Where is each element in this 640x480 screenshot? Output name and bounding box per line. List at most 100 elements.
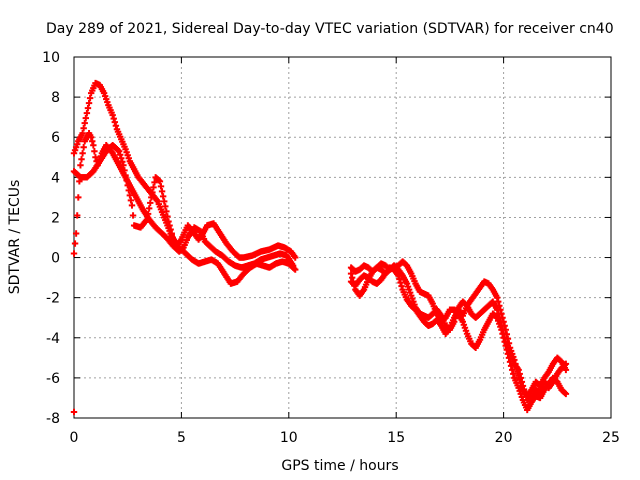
data-point (74, 212, 81, 219)
data-point (79, 130, 86, 137)
data-point (84, 104, 92, 112)
data-point (77, 162, 84, 169)
data-point (505, 354, 513, 362)
data-point (122, 172, 129, 179)
chart-title: Day 289 of 2021, Sidereal Day-to-day VTE… (46, 21, 614, 37)
data-layer (70, 79, 570, 416)
data-point (493, 294, 501, 301)
data-point (518, 383, 526, 390)
data-point (501, 338, 508, 345)
y-tick-label: 6 (51, 130, 60, 146)
data-point (87, 134, 95, 141)
ticks-layer: 0 5 10 15 20 25 -8 -6 -4 -2 0 2 4 6 8 10 (42, 50, 620, 446)
data-point (83, 109, 91, 117)
data-point (517, 379, 524, 387)
data-point (562, 366, 570, 374)
series-track-5 (347, 258, 570, 414)
data-point (511, 356, 518, 364)
data-point (112, 122, 120, 129)
data-point (123, 177, 130, 184)
y-tick-label: 10 (42, 50, 60, 66)
x-tick-label: 10 (280, 430, 298, 446)
data-point (121, 167, 128, 174)
data-point (75, 194, 82, 201)
data-point (71, 240, 79, 247)
data-point (151, 179, 158, 186)
plot-frame (73, 56, 612, 419)
data-point (496, 302, 503, 309)
data-point (81, 119, 88, 127)
data-point (500, 334, 507, 341)
data-point (128, 202, 136, 209)
series-track-2 (70, 142, 299, 261)
data-point (111, 118, 119, 126)
series-isolated-point (70, 408, 78, 416)
data-point (82, 114, 90, 122)
data-point (510, 370, 517, 378)
data-point (561, 389, 569, 397)
data-point (85, 99, 93, 107)
data-point (145, 205, 153, 212)
data-point (164, 213, 171, 220)
data-point (86, 94, 94, 102)
x-tick-label: 5 (177, 430, 186, 446)
data-point (120, 162, 127, 169)
series-track-3 (70, 79, 299, 287)
data-point (91, 148, 98, 155)
data-point (157, 183, 165, 190)
y-tick-label: -8 (46, 411, 60, 427)
y-tick-label: 2 (51, 210, 60, 226)
data-point (347, 270, 355, 277)
data-point (70, 250, 78, 257)
x-tick-label: 20 (495, 430, 513, 446)
data-point (502, 342, 509, 349)
data-point (156, 178, 164, 185)
data-point (115, 148, 123, 155)
data-point (504, 335, 512, 342)
data-point (505, 340, 513, 347)
data-point (161, 198, 168, 205)
y-tick-label: 8 (51, 90, 60, 106)
data-point (143, 216, 151, 223)
data-point (90, 142, 97, 149)
data-point (78, 156, 85, 163)
x-tick-label: 25 (602, 430, 620, 446)
data-point (118, 155, 125, 162)
data-point (119, 158, 126, 165)
data-point (292, 254, 299, 261)
x-tick-label: 15 (387, 430, 405, 446)
data-point (110, 115, 117, 122)
data-point (129, 212, 137, 219)
data-point (127, 197, 135, 204)
data-point (80, 124, 87, 132)
data-point (396, 275, 403, 283)
data-point (492, 313, 500, 320)
data-point (562, 390, 570, 398)
y-tick-label: -4 (46, 331, 60, 347)
data-point (497, 306, 504, 313)
data-point (498, 310, 505, 317)
y-axis-title: SDTVAR / TECUs (7, 180, 23, 295)
data-point (158, 188, 166, 195)
data-point (508, 366, 516, 374)
data-point (398, 282, 405, 290)
data-point (507, 362, 515, 370)
data-point (514, 368, 521, 376)
data-point (506, 358, 514, 366)
data-point (395, 272, 402, 279)
data-point (503, 346, 511, 354)
data-point (155, 177, 163, 184)
data-point (501, 322, 508, 329)
data-point (125, 187, 132, 194)
data-point (126, 192, 134, 199)
data-point (116, 151, 124, 158)
data-point (92, 154, 99, 161)
y-tick-label: -6 (46, 371, 60, 387)
data-point (124, 182, 131, 189)
y-tick-label: -2 (46, 291, 60, 307)
y-tick-label: 4 (51, 170, 60, 186)
data-point (495, 298, 502, 305)
data-point (292, 266, 299, 273)
data-point (80, 144, 87, 151)
